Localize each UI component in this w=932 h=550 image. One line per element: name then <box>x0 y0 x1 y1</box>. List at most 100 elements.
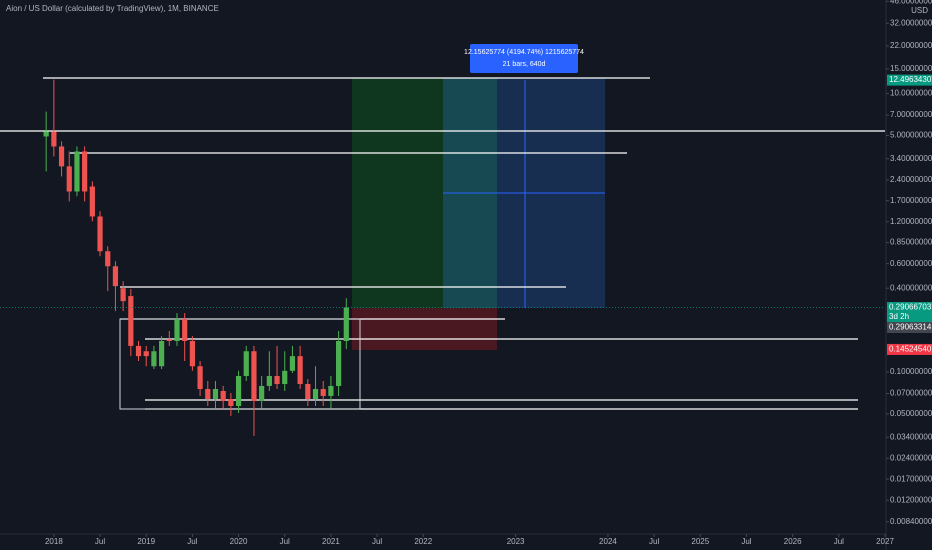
candle-body <box>289 356 296 371</box>
candle-body <box>251 351 257 402</box>
tooltip-line: 21 bars, 640d <box>503 61 546 68</box>
candle-body <box>105 251 111 267</box>
candle-body <box>97 216 103 252</box>
x-tick-label: 2019 <box>137 537 155 546</box>
axes: 46.00000000 32.00000000 22.00000000 15.0000… <box>45 0 932 546</box>
candle-body <box>212 389 219 399</box>
x-tick-label: 2025 <box>691 537 709 546</box>
price-marker-label: 0.29066703 <box>889 303 932 312</box>
candle-body <box>328 385 334 396</box>
candle-body <box>51 131 57 147</box>
x-tick-label: 2022 <box>414 537 432 546</box>
candle-body <box>336 341 342 386</box>
candle-body <box>143 351 149 357</box>
y-tick-label: 0.05000000 <box>890 409 932 418</box>
currency: USD <box>911 6 928 15</box>
y-tick-label: 0.02400000 <box>890 453 932 462</box>
y-tick-label: 7.00000000 <box>890 110 932 119</box>
candle-body <box>259 385 265 402</box>
price-marker-label: 0.14524540 <box>889 345 932 354</box>
candle-body <box>135 345 142 357</box>
candle-body <box>120 288 126 302</box>
y-tick-label: 0.40000000 <box>890 283 932 292</box>
candle-body <box>182 319 188 342</box>
x-tick-label: Jul <box>741 537 751 546</box>
y-tick-label: 0.07000000 <box>890 389 932 398</box>
stop-zone <box>352 308 497 350</box>
tooltip-line: 12.15625774 (4194.74%) 1215625774 <box>464 49 584 56</box>
price-marker-label: 12.49634307 <box>889 75 932 84</box>
y-tick-label: 46.00000000 <box>890 0 932 5</box>
y-tick-label: 3.40000000 <box>890 154 932 163</box>
x-tick-label: 2018 <box>45 537 63 546</box>
candle-body <box>274 376 280 385</box>
candle-body <box>89 186 95 217</box>
tooltip-box <box>470 44 578 73</box>
profit-zone <box>352 78 443 308</box>
candle-body <box>112 266 119 287</box>
y-tick-label: 2.40000000 <box>890 175 932 184</box>
candle-body <box>228 398 234 407</box>
price-countdown: 3d 2h <box>889 312 909 321</box>
candle-body <box>82 151 88 192</box>
candle-body <box>220 390 226 402</box>
y-tick-label: 5.00000000 <box>890 131 932 140</box>
x-tick-label: Jul <box>649 537 659 546</box>
candle-body <box>297 356 303 385</box>
candle-body <box>343 307 349 342</box>
price-marker <box>887 343 932 355</box>
candle-body <box>43 131 49 137</box>
candle-body <box>305 384 311 399</box>
drawn-rectangle <box>119 318 361 410</box>
x-tick-label: 2021 <box>322 537 340 546</box>
y-tick-label: 0.60000000 <box>890 259 932 268</box>
x-tick-label: 2020 <box>230 537 248 546</box>
candle-body <box>58 146 65 167</box>
candle-body <box>66 166 72 192</box>
y-tick-label: 0.03400000 <box>890 432 932 441</box>
y-tick-label: 0.01700000 <box>890 474 932 483</box>
price-marker <box>887 74 932 86</box>
candle-body <box>159 341 165 367</box>
candle-body <box>189 341 195 367</box>
candle-body <box>235 376 242 407</box>
x-tick-label: Jul <box>280 537 290 546</box>
price-axis <box>886 0 932 550</box>
plot <box>0 79 885 436</box>
x-tick-label: Jul <box>372 537 382 546</box>
y-tick-label: 1.20000000 <box>890 217 932 226</box>
y-tick-label: 15.00000000 <box>890 64 932 73</box>
price-marker <box>887 321 932 333</box>
candle-body <box>128 296 134 346</box>
candle-body <box>197 366 203 390</box>
x-tick-label: Jul <box>95 537 105 546</box>
x-tick-label: 2027 <box>876 537 894 546</box>
candle-body <box>174 319 180 342</box>
x-tick-label: Jul <box>834 537 844 546</box>
y-tick-label: 0.85000000 <box>890 238 932 247</box>
candle-body <box>151 351 157 367</box>
chart-title: Aion / US Dollar (calculated by TradingV… <box>6 4 219 13</box>
x-tick-label: 2026 <box>784 537 802 546</box>
y-tick-label: 10.00000000 <box>890 89 932 98</box>
candle-body <box>243 351 249 377</box>
price-marker <box>887 301 932 322</box>
candle-body <box>74 151 80 192</box>
x-tick-label: Jul <box>187 537 197 546</box>
x-tick-label: 2023 <box>507 537 525 546</box>
price-marker-label: 0.29063314 <box>889 323 932 332</box>
y-tick-label: 0.01200000 <box>890 495 932 504</box>
candle-body <box>282 370 288 385</box>
candle-body <box>266 376 272 386</box>
y-tick-label: 22.00000000 <box>890 41 932 50</box>
y-tick-label: 0.00840000 <box>890 517 932 526</box>
candle-body <box>320 389 326 396</box>
y-tick-label: 1.70000000 <box>890 196 932 205</box>
candle-body <box>205 389 211 399</box>
candle-body <box>166 339 172 342</box>
y-tick-label: 0.10000000 <box>890 367 932 376</box>
candle-body <box>312 389 319 399</box>
y-tick-label: 32.00000000 <box>890 18 932 27</box>
x-tick-label: 2024 <box>599 537 617 546</box>
